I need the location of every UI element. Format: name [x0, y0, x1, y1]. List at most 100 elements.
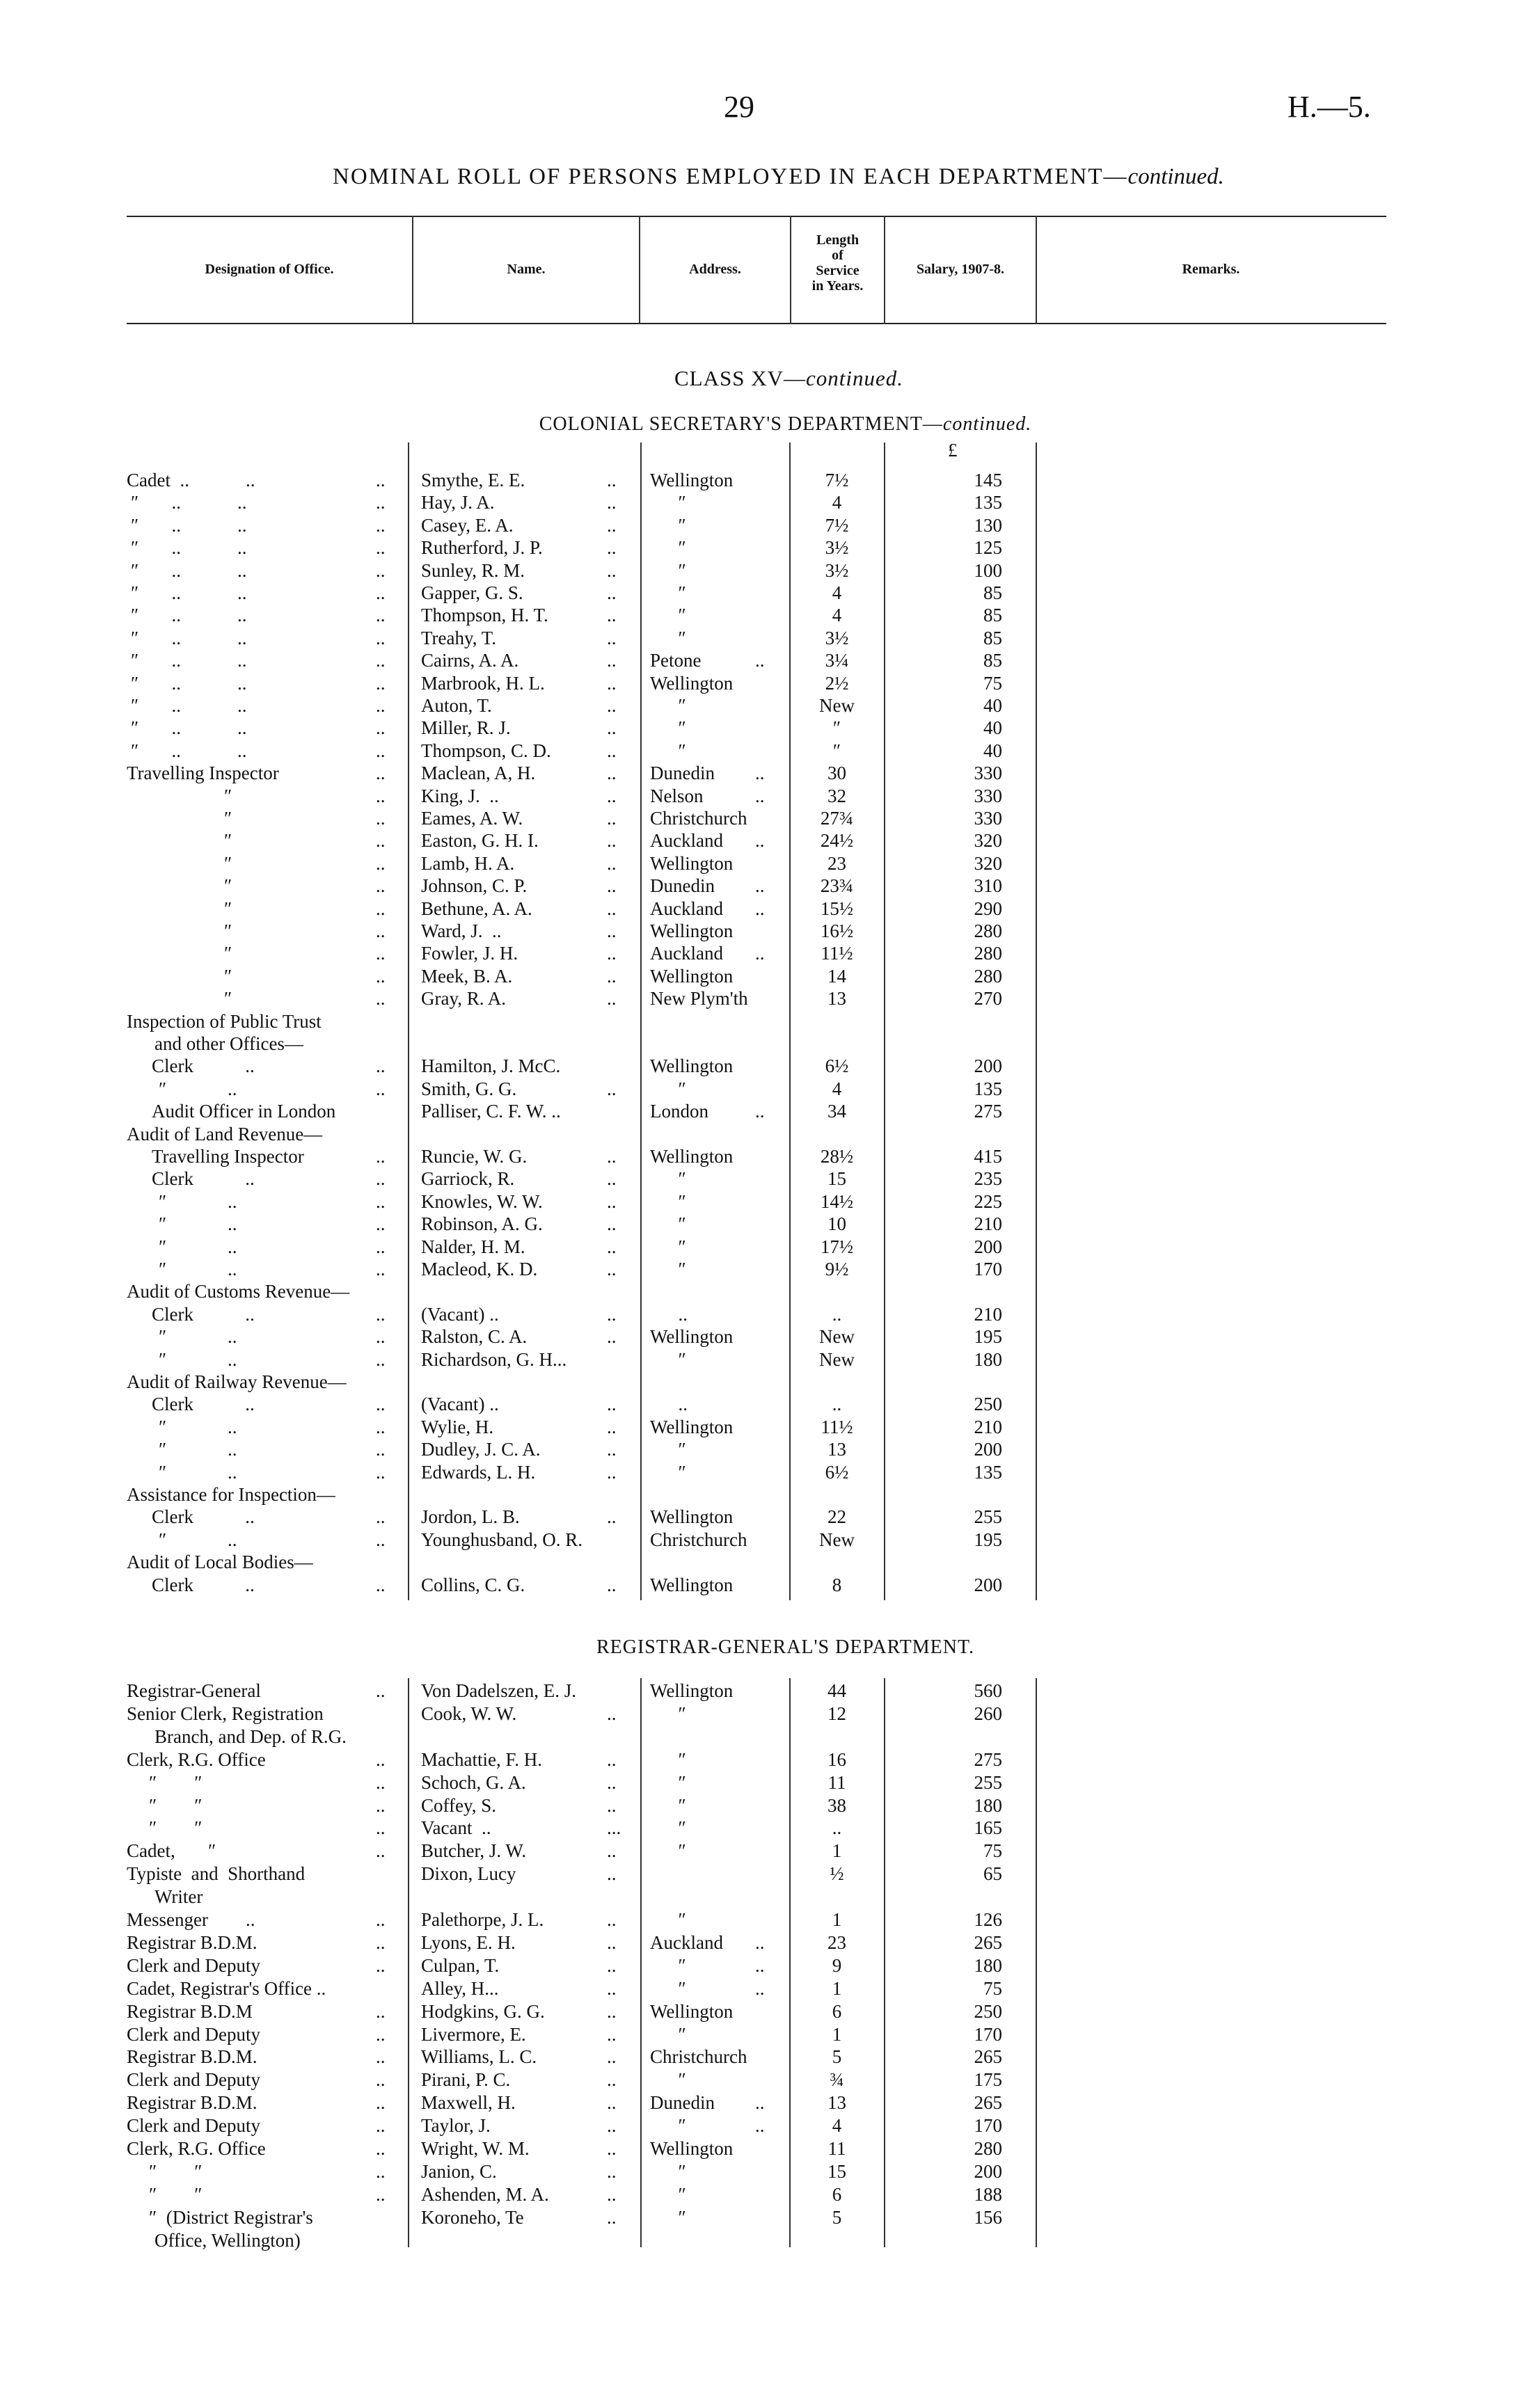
salary: 180	[974, 1794, 1003, 1816]
name: Hodgkins, G. G.	[421, 2000, 545, 2022]
length-of-service: 3½	[825, 627, 849, 648]
name: Hamilton, J. McC.	[421, 1055, 561, 1077]
table-row: Clerk and Deputy.. Culpan, T... ″.. 9 180	[0, 1954, 1529, 1977]
length-of-service: 13	[827, 988, 846, 1010]
address-leader: ..	[755, 763, 765, 784]
address-leader: ..	[755, 1101, 765, 1122]
name: Lyons, E. H.	[421, 1931, 516, 1953]
salary: 125	[974, 537, 1003, 559]
name: Livermore, E.	[421, 2023, 526, 2045]
length-of-service: 16½	[820, 920, 854, 941]
address: ″	[650, 1213, 686, 1235]
designation-leader: ..	[376, 1931, 386, 1953]
name-leader: ..	[607, 537, 617, 559]
designation-leader: ..	[376, 898, 386, 919]
designation-leader: ..	[376, 875, 386, 897]
name-leader: ..	[607, 830, 617, 852]
document-reference: H.—5.	[1288, 90, 1371, 124]
name: Wylie, H.	[421, 1416, 494, 1437]
salary: 75	[983, 672, 1002, 694]
length-of-service: 32	[827, 785, 846, 806]
name-leader: ..	[607, 1303, 617, 1325]
designation: ″ ″	[149, 2160, 203, 2182]
name: Miller, R. J.	[421, 717, 511, 739]
length-of-service: 24½	[820, 830, 854, 852]
table-row: Clerk .... Jordon, L. B... Wellington 22 255	[0, 1506, 1529, 1528]
table-row: Clerk .... (Vacant) .... .... 250	[0, 1393, 1529, 1415]
designation: ″ .. ..	[131, 492, 247, 513]
name: Marbrook, H. L.	[421, 672, 545, 694]
table-row: ″.. King, J. .... Nelson.. 32 330	[0, 785, 1529, 807]
length-of-service: ..	[832, 1303, 842, 1325]
designation: Cadet, ″	[127, 1840, 216, 1862]
table-row: Registrar B.D.M.. Hodgkins, G. G... Wellin…	[0, 2000, 1529, 2023]
address: Wellington	[650, 852, 734, 874]
designation-leader: ..	[376, 1416, 386, 1437]
length-of-service: 1	[832, 1909, 842, 1930]
table-row: ″.. Eames, A. W... Christchurch 27¾ 330	[0, 807, 1529, 829]
salary: 100	[974, 559, 1003, 581]
length-of-service: 7½	[825, 514, 849, 536]
name-leader: ..	[607, 920, 617, 941]
table-row: ″ .. .... Sunley, R. M... ″ 3½ 100	[0, 559, 1529, 582]
address: ″	[650, 1771, 686, 1793]
length-of-service: 2½	[825, 672, 849, 694]
designation: Messenger ..	[127, 1909, 255, 1930]
table-row: Registrar B.D.M... Maxwell, H... Dunedin..…	[0, 2091, 1529, 2114]
designation: Clerk and Deputy	[127, 1954, 260, 1976]
designation: ″ .. ..	[131, 559, 247, 581]
name: Johnson, C. P.	[421, 875, 528, 897]
column-header-remarks: Remarks.	[1182, 262, 1240, 277]
designation: Senior Clerk, Registration	[127, 1703, 324, 1724]
address-leader: ..	[755, 785, 765, 806]
address: Wellington	[650, 672, 734, 694]
length-of-service: 34	[827, 1101, 846, 1122]
name: Meek, B. A.	[421, 965, 513, 987]
address: Auckland	[650, 898, 723, 919]
salary: 210	[974, 1303, 1003, 1325]
designation: Travelling Inspector	[152, 1146, 304, 1167]
length-of-service: 5	[832, 2206, 842, 2228]
address: New Plym'th	[650, 988, 748, 1010]
length-of-service: 14	[827, 965, 846, 987]
table-row: ″ .. .... Casey, E. A... ″ 7½ 130	[0, 514, 1529, 536]
designation: ″ ..	[159, 1078, 237, 1099]
name-leader: ..	[607, 2000, 617, 2022]
address: Auckland	[650, 943, 723, 964]
length-of-service: 44	[827, 1680, 846, 1701]
length-of-service: 4	[832, 2115, 842, 2137]
name-leader: ..	[607, 492, 617, 513]
address: ″	[650, 1748, 686, 1770]
designation-heading-row: and other Offices—	[0, 1032, 1529, 1055]
name: Eames, A. W.	[421, 808, 523, 829]
address: ..	[650, 1394, 688, 1415]
designation: ″ .. ..	[131, 627, 247, 648]
table-row: Travelling Inspector.. Runcie, W. G... Wel…	[0, 1145, 1529, 1167]
salary: 85	[983, 582, 1002, 603]
name-leader: ..	[607, 1439, 617, 1460]
address-leader: ..	[755, 830, 765, 852]
name: Williams, L. C.	[421, 2046, 537, 2068]
designation-leader: ..	[376, 920, 386, 941]
table-row: ″ .. .... Marbrook, H. L... Wellington 2½ 75	[0, 672, 1529, 694]
length-of-service: ¾	[830, 2069, 844, 2091]
name: Runcie, W. G.	[421, 1146, 528, 1167]
designation-leader: ..	[376, 1840, 386, 1862]
table-row: Typiste and Shorthand Dixon, Lucy.. ½ 65	[0, 1863, 1529, 1885]
name-leader: ..	[607, 763, 617, 784]
length-of-service: 11	[827, 1771, 846, 1793]
salary: 250	[974, 2000, 1003, 2022]
pound-symbol: £	[948, 440, 958, 461]
designation-leader: ..	[376, 1461, 386, 1483]
section-title-main: COLONIAL SECRETARY'S DEPARTMENT—	[539, 413, 943, 435]
name-leader: ..	[607, 1977, 617, 1999]
address: Wellington	[650, 920, 734, 941]
section-title: REGISTRAR-GENERAL'S DEPARTMENT.	[0, 1636, 1529, 1659]
salary: 280	[974, 920, 1003, 941]
name: King, J. ..	[421, 785, 499, 806]
address: ″	[650, 1840, 686, 1862]
class-heading-continued: continued.	[806, 366, 903, 390]
designation: ″ ..	[159, 1461, 237, 1483]
salary: 260	[974, 1703, 1003, 1724]
name-leader: ..	[607, 470, 617, 491]
